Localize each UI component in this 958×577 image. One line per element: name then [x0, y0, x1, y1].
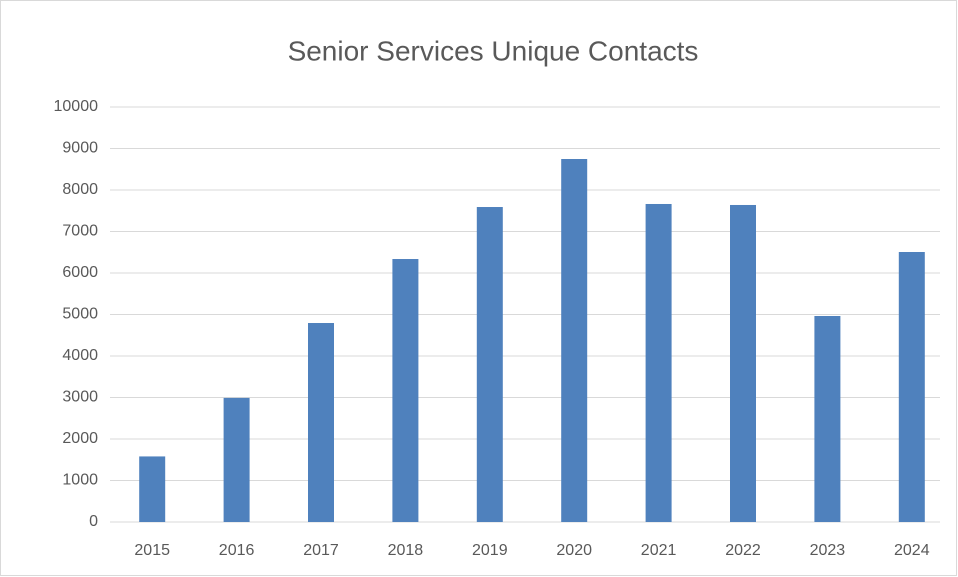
- bar: [308, 323, 334, 522]
- y-tick-label: 1000: [62, 472, 98, 489]
- bar: [392, 259, 419, 522]
- y-tick-label: 10000: [54, 98, 99, 115]
- y-tick-label: 3000: [62, 389, 98, 406]
- bar: [898, 252, 925, 522]
- x-tick-label: 2017: [303, 542, 339, 559]
- chart-title: Senior Services Unique Contacts: [288, 35, 699, 66]
- bar: [476, 207, 503, 522]
- x-tick-label: 2016: [219, 542, 255, 559]
- bar: [730, 204, 756, 522]
- y-tick-label: 9000: [62, 140, 98, 157]
- bar: [139, 456, 166, 522]
- bar: [814, 315, 841, 522]
- y-tick-label: 0: [89, 513, 98, 530]
- x-tick-label: 2021: [641, 542, 677, 559]
- y-tick-label: 4000: [62, 347, 98, 364]
- y-tick-label: 8000: [62, 181, 98, 198]
- bar: [223, 397, 250, 522]
- x-tick-label: 2023: [810, 542, 846, 559]
- x-tick-label: 2022: [725, 542, 761, 559]
- x-tick-label: 2020: [556, 542, 592, 559]
- x-tick-label: 2019: [472, 542, 508, 559]
- x-tick-label: 2015: [134, 542, 170, 559]
- x-tick-label: 2018: [388, 542, 424, 559]
- y-tick-label: 7000: [62, 223, 98, 240]
- bar: [561, 158, 588, 522]
- y-tick-label: 6000: [62, 264, 98, 281]
- y-tick-label: 2000: [62, 430, 98, 447]
- bar: [645, 203, 672, 522]
- y-tick-label: 5000: [62, 306, 98, 323]
- x-tick-label: 2024: [894, 542, 930, 559]
